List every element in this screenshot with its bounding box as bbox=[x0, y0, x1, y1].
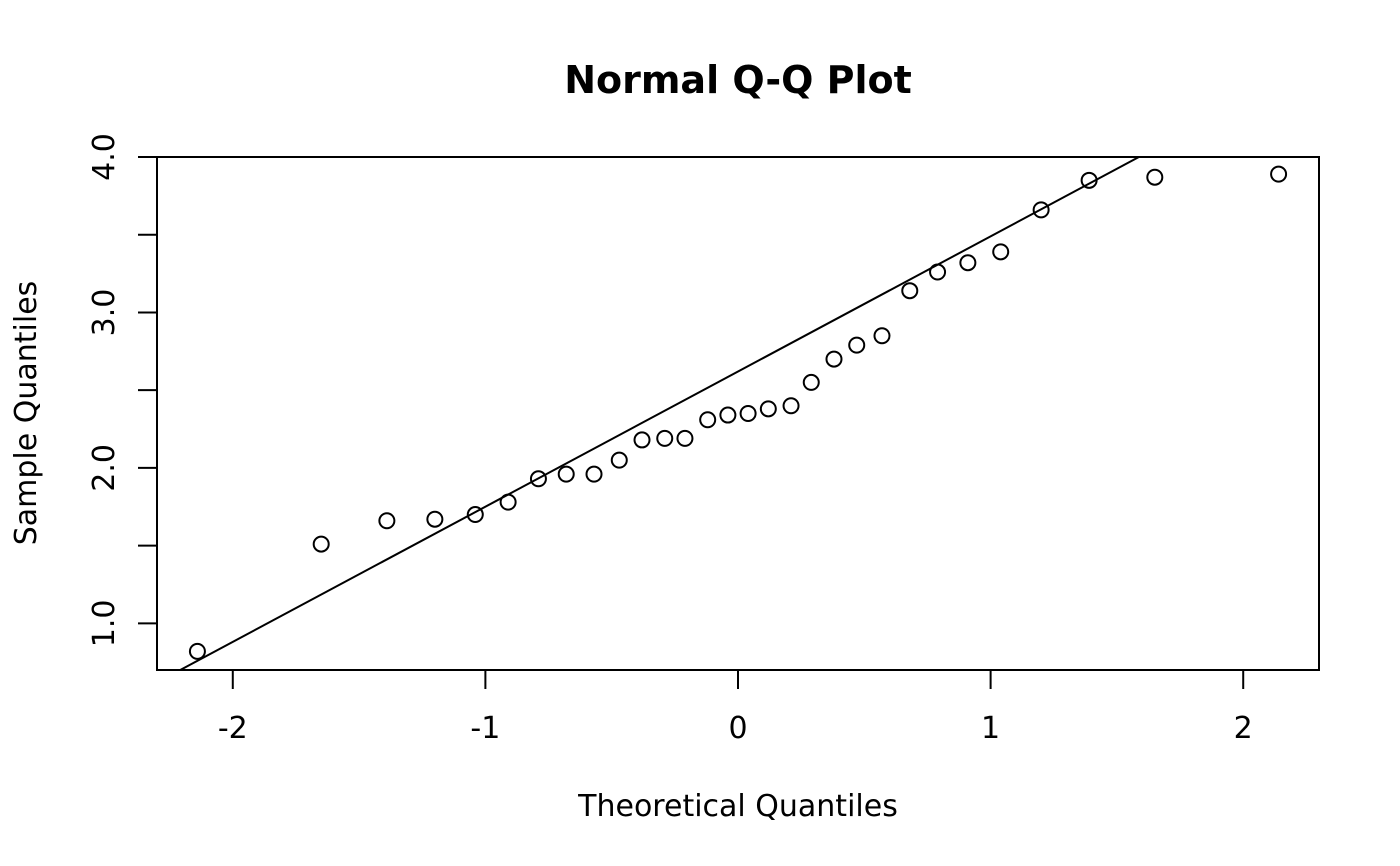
data-point bbox=[312, 535, 330, 553]
data-point bbox=[529, 470, 547, 488]
x-tick-label: -2 bbox=[218, 711, 248, 746]
y-tick-label: 4.0 bbox=[87, 133, 122, 181]
data-point bbox=[873, 327, 891, 345]
y-tick-label: 1.0 bbox=[87, 600, 122, 648]
data-point bbox=[825, 350, 843, 368]
data-point bbox=[759, 400, 777, 418]
data-point bbox=[929, 263, 947, 281]
chart-title: Normal Q-Q Plot bbox=[564, 58, 912, 102]
data-point bbox=[1080, 171, 1098, 189]
x-tick-label: 1 bbox=[981, 711, 1000, 746]
data-point bbox=[610, 451, 628, 469]
data-point bbox=[1270, 165, 1288, 183]
data-point bbox=[188, 642, 206, 660]
data-point bbox=[557, 465, 575, 483]
data-point bbox=[426, 510, 444, 528]
data-point bbox=[656, 429, 674, 447]
data-point bbox=[739, 405, 757, 422]
data-points bbox=[188, 165, 1288, 660]
data-point bbox=[499, 493, 517, 511]
data-point bbox=[901, 282, 919, 300]
data-point bbox=[1146, 168, 1164, 186]
y-axis-title: Sample Quantiles bbox=[9, 281, 44, 546]
data-point bbox=[466, 506, 484, 524]
data-point bbox=[802, 373, 820, 391]
data-point bbox=[633, 431, 651, 449]
y-tick-label: 3.0 bbox=[87, 289, 122, 337]
y-tick-label: 2.0 bbox=[87, 444, 122, 492]
data-point bbox=[992, 243, 1010, 261]
y-axis: 1.0 2.0 3.0 4.0 bbox=[87, 133, 157, 647]
data-point bbox=[848, 336, 866, 354]
x-axis: -2 -1 0 1 2 bbox=[218, 670, 1253, 746]
x-axis-title: Theoretical Quantiles bbox=[577, 789, 898, 824]
x-tick-label: -1 bbox=[470, 711, 500, 746]
data-point bbox=[676, 429, 694, 447]
data-point bbox=[959, 254, 977, 272]
x-tick-label: 0 bbox=[728, 711, 747, 746]
plot-frame bbox=[156, 156, 1320, 671]
data-point bbox=[699, 411, 717, 429]
data-point bbox=[782, 397, 800, 415]
reference-line bbox=[179, 156, 1140, 671]
data-point bbox=[1032, 201, 1050, 219]
x-tick-label: 2 bbox=[1234, 711, 1253, 746]
data-point bbox=[585, 465, 603, 483]
data-point bbox=[719, 406, 737, 424]
data-point bbox=[378, 512, 396, 530]
